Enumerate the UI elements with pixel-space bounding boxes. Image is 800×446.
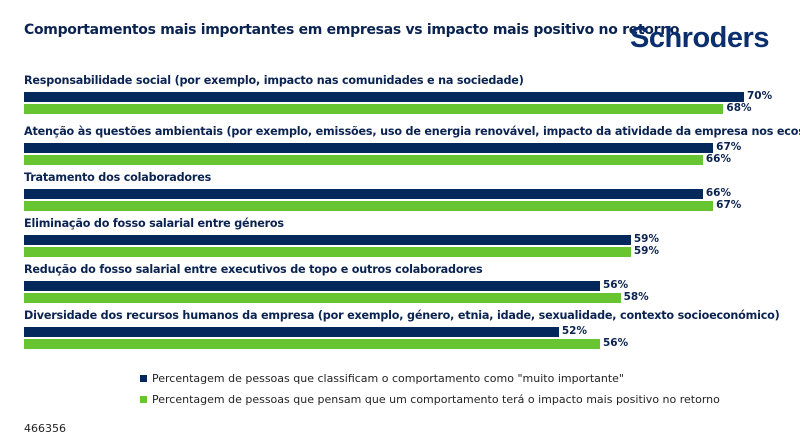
category-label: Eliminação do fosso salarial entre géner… — [24, 217, 284, 230]
bar-series-2 — [24, 293, 621, 303]
schroders-logo: Schroders — [630, 22, 769, 54]
bar-series-1 — [24, 235, 631, 245]
data-label: 59% — [633, 233, 659, 245]
data-label: 58% — [623, 291, 649, 303]
chart-title: Comportamentos mais importantes em empre… — [24, 22, 680, 38]
bar-series-2 — [24, 201, 714, 211]
legend-swatch-1 — [140, 375, 147, 382]
data-label: 56% — [603, 337, 629, 349]
footer-code: 466356 — [24, 422, 66, 435]
legend-label-2: Percentagem de pessoas que pensam que um… — [152, 393, 720, 406]
category-label: Responsabilidade social (por exemplo, im… — [24, 74, 524, 87]
bar-series-2 — [24, 155, 703, 165]
data-label: 52% — [561, 325, 587, 337]
bar-series-2 — [24, 339, 600, 349]
legend-swatch-2 — [140, 396, 147, 403]
bar-series-1 — [24, 189, 703, 199]
data-label: 66% — [705, 153, 731, 165]
bar-series-2 — [24, 247, 631, 257]
legend-item-2: Percentagem de pessoas que pensam que um… — [140, 393, 720, 406]
data-label: 68% — [726, 102, 752, 114]
data-label: 67% — [716, 141, 742, 153]
legend-item-1: Percentagem de pessoas que classificam o… — [140, 372, 624, 385]
data-label: 70% — [747, 90, 773, 102]
bar-series-2 — [24, 104, 724, 114]
bar-series-1 — [24, 327, 559, 337]
bar-series-1 — [24, 281, 600, 291]
bar-series-1 — [24, 92, 744, 102]
data-label: 56% — [603, 279, 629, 291]
bar-series-1 — [24, 143, 714, 153]
category-label: Atenção às questões ambientais (por exem… — [24, 125, 800, 138]
category-label: Diversidade dos recursos humanos da empr… — [24, 309, 780, 322]
category-label: Tratamento dos colaboradores — [24, 171, 212, 184]
legend-label-1: Percentagem de pessoas que classificam o… — [152, 372, 624, 385]
category-label: Redução do fosso salarial entre executiv… — [24, 263, 483, 276]
data-label: 66% — [705, 187, 731, 199]
data-label: 59% — [633, 245, 659, 257]
data-label: 67% — [716, 199, 742, 211]
